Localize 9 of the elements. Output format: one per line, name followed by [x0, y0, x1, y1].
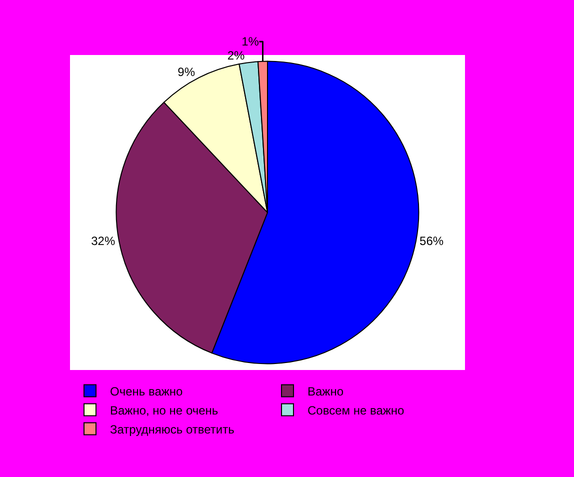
- legend-label: Очень важно: [110, 384, 184, 398]
- data-label: 32%: [91, 234, 116, 248]
- legend-label: Важно: [308, 384, 344, 398]
- data-label: 1%: [242, 34, 260, 49]
- data-label: 56%: [420, 234, 444, 248]
- legend-label: Совсем не важно: [308, 403, 405, 418]
- legend-label: Важно, но не очень: [110, 403, 218, 418]
- legend-label: Затрудняюсь ответить: [110, 422, 234, 436]
- data-label: 9%: [178, 65, 196, 80]
